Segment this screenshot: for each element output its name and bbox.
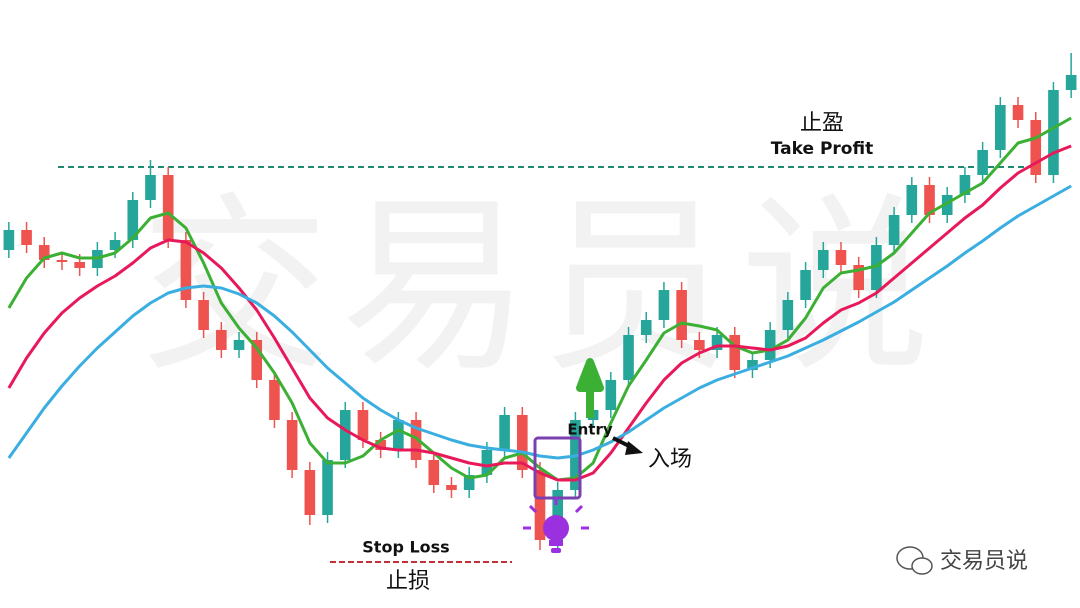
candle-body (304, 470, 316, 515)
candle-body (127, 200, 139, 240)
candle-body (322, 460, 333, 515)
moving-average (7, 144, 1072, 482)
take-profit-label: Take Profit (771, 139, 873, 159)
lightbulb (523, 497, 589, 553)
candle-body (74, 262, 85, 268)
candle-body (109, 240, 121, 250)
candle-body (1030, 120, 1042, 175)
take-profit-cn: 止盈 (800, 111, 844, 136)
candle-body (605, 380, 617, 410)
candle-body (162, 175, 174, 240)
candle-body (481, 450, 493, 475)
candle-body (269, 380, 280, 420)
candle-body (623, 335, 634, 380)
candle-body (658, 290, 670, 320)
candle-body (959, 175, 971, 195)
candle-body (676, 290, 687, 340)
candle-body (1012, 105, 1024, 120)
entry-label: Entry (567, 421, 612, 439)
candle-body (428, 460, 440, 485)
candle-body (463, 475, 475, 490)
candle-body (198, 300, 209, 330)
candle-body (375, 440, 386, 450)
bulb-rays (523, 497, 589, 530)
candle-body (145, 175, 156, 200)
logo: 交易员说 (896, 546, 1028, 575)
candle-body (357, 410, 369, 440)
candle-body (516, 415, 528, 470)
bulb-tip (551, 548, 561, 553)
up-arrow (576, 358, 604, 418)
candle-body (216, 330, 227, 350)
candle-body (3, 230, 15, 250)
candle-body (38, 245, 50, 260)
bulb-base (549, 540, 563, 546)
candle-body (393, 420, 404, 450)
candle-body (800, 270, 811, 300)
stop-loss-cn: 止损 (386, 569, 430, 594)
candle-body (1065, 75, 1077, 90)
candle-body (995, 105, 1006, 150)
logo-text: 交易员说 (940, 549, 1028, 574)
logo-icon-2 (911, 557, 933, 575)
candle-body (941, 195, 953, 215)
watermark: 交易员说 (140, 176, 940, 397)
candle-body (977, 150, 988, 175)
candle-body (56, 260, 68, 262)
candle-body (835, 250, 847, 265)
moving-average (7, 116, 1072, 482)
candle-body (286, 420, 298, 470)
candle-body (1048, 90, 1059, 175)
moving-average (7, 184, 1072, 460)
bulb (543, 515, 569, 541)
candle-body (694, 340, 705, 350)
candle-body (747, 360, 758, 370)
candle-body (233, 340, 245, 350)
candle-body (339, 410, 351, 460)
entry-cn: 入场 (648, 447, 692, 472)
candle-body (410, 420, 422, 460)
candle-body (711, 335, 723, 350)
candle-body (924, 185, 935, 215)
annotations: 止盈 Take Profit Stop Loss 止损 Entry 入场 交易员… (362, 111, 1028, 594)
candle-body (764, 330, 776, 360)
stop-loss-label: Stop Loss (362, 538, 449, 557)
candle-body (180, 240, 192, 300)
plot (3, 53, 1077, 563)
candle-body (552, 490, 564, 540)
entry-arrowhead (625, 441, 643, 455)
candle-body (534, 470, 546, 540)
candle-body (729, 335, 741, 370)
candle-body (853, 265, 864, 290)
candle-body (817, 250, 829, 270)
candle-body (446, 485, 457, 490)
candle-body (782, 300, 794, 330)
candle-body (640, 320, 652, 335)
candle-body (888, 215, 900, 245)
candle-body (499, 415, 510, 450)
candle-body (251, 340, 263, 380)
candle-body (906, 185, 918, 215)
candle-body (21, 230, 32, 245)
